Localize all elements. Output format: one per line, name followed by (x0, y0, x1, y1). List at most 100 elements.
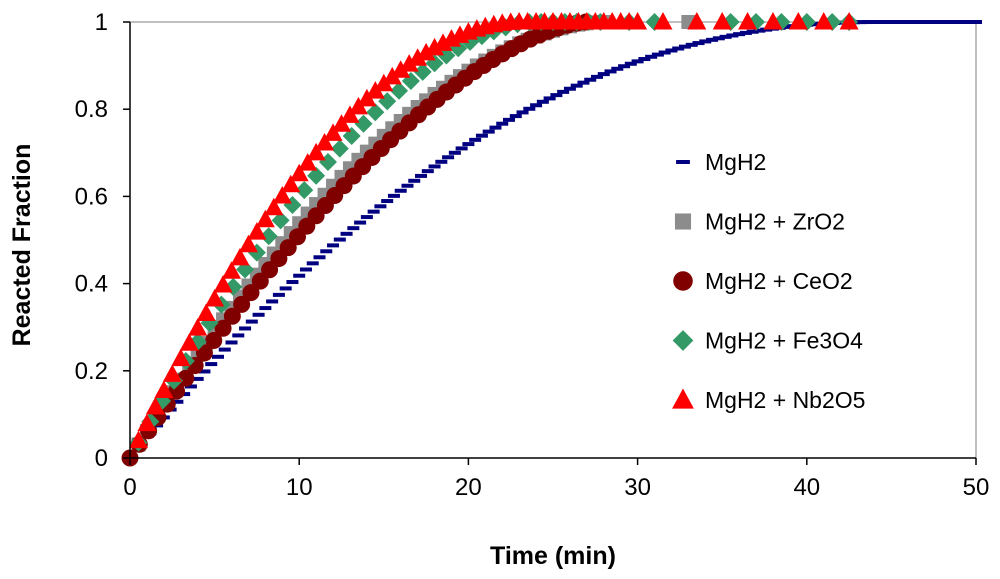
data-point (413, 62, 432, 81)
data-point (909, 20, 922, 24)
data-point (354, 220, 367, 225)
data-point (469, 137, 482, 142)
data-point (687, 12, 707, 30)
data-point (233, 295, 251, 313)
data-point (251, 272, 269, 290)
x-tick-label: 40 (793, 474, 820, 501)
data-point (442, 155, 455, 160)
legend-marker (673, 271, 693, 291)
data-point (399, 54, 419, 72)
data-point (421, 169, 434, 174)
data-point (196, 303, 216, 321)
legend-marker (672, 388, 694, 409)
data-point (475, 133, 488, 138)
data-point (298, 153, 318, 171)
data-point (868, 20, 881, 24)
data-point (557, 89, 570, 94)
legend: MgH2 MgH2 + ZrO2 MgH2 + CeO2 MgH2 + Fe3O4 Mg… (672, 149, 865, 413)
data-point (387, 193, 400, 198)
data-point (390, 81, 409, 100)
data-point (271, 211, 290, 230)
data-point (354, 114, 373, 133)
data-point (496, 121, 509, 126)
data-point (712, 36, 725, 41)
data-point (211, 354, 224, 359)
data-point (333, 237, 346, 242)
data-point (760, 27, 773, 32)
data-point (448, 150, 461, 155)
data-point (415, 173, 428, 178)
data-point (332, 114, 351, 132)
data-point (416, 42, 436, 61)
data-point (706, 37, 719, 42)
data-point (408, 178, 421, 183)
data-point (247, 222, 267, 240)
data-point (315, 132, 335, 151)
data-point (437, 46, 456, 65)
data-point (272, 186, 292, 204)
data-point (665, 48, 678, 53)
data-point (618, 64, 631, 69)
data-point (861, 20, 874, 25)
data-point (482, 129, 495, 134)
data-point (245, 319, 258, 324)
data-point (188, 318, 208, 336)
data-point (489, 125, 502, 130)
data-point (213, 274, 233, 293)
legend-marker (674, 213, 692, 230)
x-tick-label: 10 (286, 474, 313, 501)
data-point (435, 159, 448, 164)
data-point (949, 20, 962, 24)
data-point (238, 234, 258, 253)
data-point (970, 20, 982, 24)
data-point (264, 197, 284, 216)
data-point (763, 12, 783, 30)
data-point (888, 20, 901, 24)
data-point (604, 69, 617, 74)
data-point (882, 20, 895, 24)
legend-label: MgH2 + Nb2O5 (705, 387, 865, 413)
data-point (733, 32, 746, 37)
data-point (628, 12, 648, 30)
data-point (374, 204, 387, 209)
data-point (563, 86, 576, 91)
data-point (699, 39, 712, 44)
data-point (631, 59, 644, 64)
y-tick-label: 0.8 (75, 96, 108, 123)
legend-label: MgH2 + ZrO2 (705, 209, 845, 235)
data-point (942, 20, 955, 24)
data-point (719, 34, 732, 39)
data-point (261, 261, 279, 279)
data-point (516, 110, 529, 115)
data-point (672, 46, 685, 51)
data-point (295, 181, 314, 200)
data-point (347, 226, 360, 231)
data-point (753, 28, 766, 33)
data-point (391, 60, 411, 78)
y-tick-label: 0.2 (75, 358, 108, 385)
data-point (462, 142, 475, 147)
data-point (330, 139, 349, 158)
data-point (242, 284, 260, 302)
data-point (963, 20, 976, 24)
data-point (195, 344, 213, 362)
data-point (289, 163, 309, 182)
y-axis-title: Reacted Fraction (8, 144, 36, 347)
data-point (272, 292, 285, 297)
data-point (381, 199, 394, 204)
data-point (223, 307, 241, 325)
data-point (685, 42, 698, 47)
data-point (222, 261, 242, 279)
data-point (342, 126, 361, 145)
data-point (788, 12, 808, 30)
data-point (394, 188, 407, 193)
data-point (214, 319, 232, 337)
x-tick-label: 30 (624, 474, 651, 501)
data-point (455, 146, 468, 151)
data-point (597, 72, 610, 77)
data-point (658, 50, 671, 55)
data-point (570, 83, 583, 88)
data-point (807, 22, 820, 27)
